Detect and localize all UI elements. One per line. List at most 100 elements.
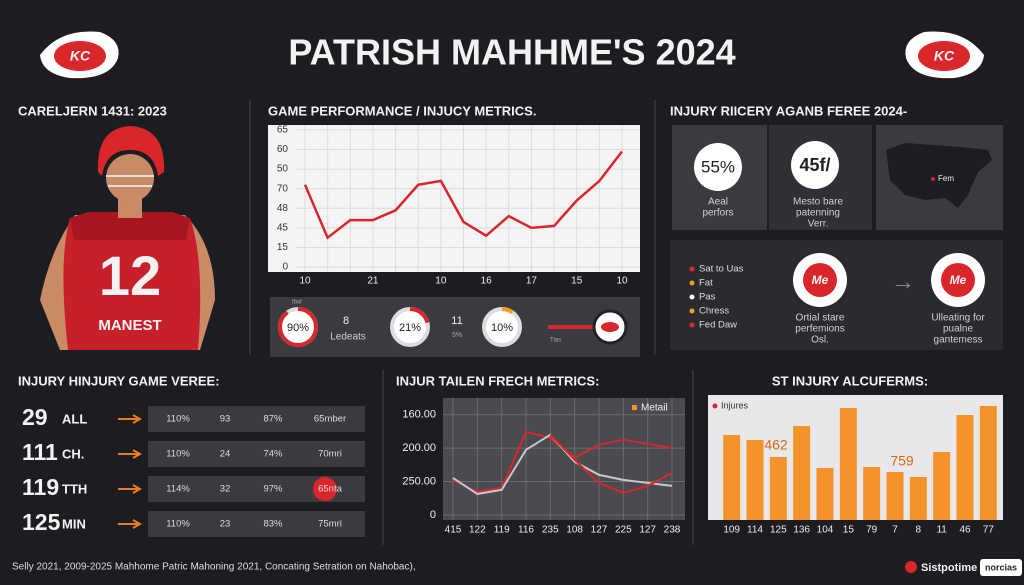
row-cell: 87% (263, 414, 283, 425)
kpi-logo (592, 309, 628, 345)
metrics-chart: 0 250.00 200.00 160.00 415 122 119 116 235 108 127… (402, 398, 685, 536)
y-tick-label: 60 (277, 144, 289, 155)
annotation: 759 (890, 453, 914, 469)
legend-label: Metail (641, 403, 668, 414)
brand: norcias (985, 562, 1017, 572)
row-cell: 32 (220, 484, 231, 495)
row-cell: 70mri (318, 449, 342, 460)
x-tick-label: 136 (793, 525, 810, 536)
bar (979, 406, 997, 520)
y-tick-label: 50 (277, 164, 289, 175)
row-cell: 97% (263, 484, 283, 495)
row-cell: 75mri (318, 519, 342, 530)
y-tick-label: 160.00 (402, 409, 436, 421)
profile-heading: CARELJERN 1431: 2023 (18, 103, 167, 118)
bar (933, 452, 951, 520)
row-rank: 111 (22, 439, 58, 465)
jersey-name: MANEST (98, 317, 161, 334)
row-highlight (313, 477, 337, 501)
bar (723, 435, 741, 520)
badge-inner (941, 263, 975, 297)
y-tick-label: 0 (282, 262, 288, 273)
row-cell: 74% (263, 449, 283, 460)
map-label: Fem (938, 174, 954, 183)
x-tick-label: 415 (445, 525, 462, 536)
annotation: 462 (764, 437, 788, 453)
gauge-arc (278, 307, 318, 347)
row-bg (148, 511, 365, 537)
map-dot (931, 177, 935, 181)
plot-area (443, 398, 685, 520)
x-tick-label: 21 (367, 276, 379, 287)
row-cell: 114% (166, 484, 190, 495)
chart-title: GAME PERFORMANCE / INJUCY METRICS. (268, 103, 536, 118)
kpi-number: 8 (343, 315, 349, 327)
legend-text: Pas (699, 292, 716, 303)
row-cell: 110% (166, 414, 190, 425)
kpi-caption: Ibal (292, 300, 302, 306)
x-tick-label: 7 (892, 525, 898, 536)
x-tick-label: 116 (518, 525, 534, 536)
bar (793, 426, 811, 520)
x-tick-label: 235 (542, 525, 559, 536)
row-unit: ALL (62, 411, 87, 426)
x-tick-label: 119 (494, 525, 510, 536)
row-cell: 83% (263, 519, 283, 530)
recovery-heading: INJURY RIICERY AGANB FEREE 2024- (670, 103, 907, 118)
row-cell: 24 (220, 449, 231, 460)
brand: Sistpotime (921, 562, 977, 574)
performance-chart: 0 15 45 48 70 50 60 65 10 21 10 16 17 15 10 (277, 125, 640, 287)
legend-text: Fat (699, 278, 713, 289)
card-caption: patenning (796, 208, 840, 219)
row-unit: TTH (62, 481, 87, 496)
legend-text: Fed Daw (699, 320, 737, 331)
y-tick-label: 250.00 (402, 475, 436, 487)
kpi-caption: Tias (550, 338, 561, 344)
y-tick-label: 0 (430, 509, 436, 521)
legend-bullet (689, 294, 695, 300)
x-tick-label: 15 (843, 525, 855, 536)
badge-caption: pualne (943, 324, 973, 335)
chart-title: ST INJURY ALCUFERMS: (772, 373, 928, 388)
card-circle (791, 141, 839, 189)
kpi-caption: Ledeats (330, 332, 366, 343)
row-rank: 29 (22, 404, 48, 430)
bar (769, 457, 787, 520)
table: 29 ALL 110% 93 87% 65mber 111 CH. 110% 24 74% 70mri… (22, 404, 365, 537)
bar (839, 408, 857, 520)
x-tick-label: 10 (435, 276, 447, 287)
legend-bullet (689, 322, 695, 328)
bar-chart: 109 114 125 136 104 15 79 7 8 11 46 77 Injures 462 759 (712, 400, 997, 536)
card-value: 55% (701, 157, 735, 176)
bar (956, 415, 974, 520)
x-tick-label: 16 (481, 276, 493, 287)
row-bg (148, 406, 365, 432)
x-tick-label: 127 (591, 525, 608, 536)
svg-text:KC: KC (934, 48, 955, 64)
x-tick-label: 77 (983, 525, 995, 536)
kpi-number: 11 (451, 315, 462, 327)
footer-text: Selly 2021, 2009-2025 Mahhome Patric Mah… (12, 562, 416, 573)
x-tick-label: 10 (299, 276, 311, 287)
row-cell: 23 (220, 519, 231, 530)
player-illustration (40, 126, 215, 350)
badge-caption: gantemess (934, 335, 983, 346)
row-arrowhead (132, 519, 143, 529)
legend-label: Injures (721, 400, 749, 410)
x-tick-label: 15 (571, 276, 583, 287)
arrow: → (891, 268, 915, 295)
row-cell: 93 (220, 414, 231, 425)
logo-left: KC (40, 31, 119, 79)
page-title: PATRISH MAHHME'S 2024 (288, 32, 735, 73)
legend-bullet (689, 280, 695, 286)
logo-right: KC (905, 31, 984, 79)
row-arrowhead (132, 449, 143, 459)
badge-caption: Osl. (811, 335, 829, 346)
chart-title: INJUR TAILEN FRECH METRICS: (396, 373, 599, 388)
x-tick-label: 108 (566, 525, 583, 536)
legend-marker (632, 405, 637, 410)
gauge-label: 10% (491, 322, 513, 334)
row-rank: 125 (22, 509, 61, 535)
